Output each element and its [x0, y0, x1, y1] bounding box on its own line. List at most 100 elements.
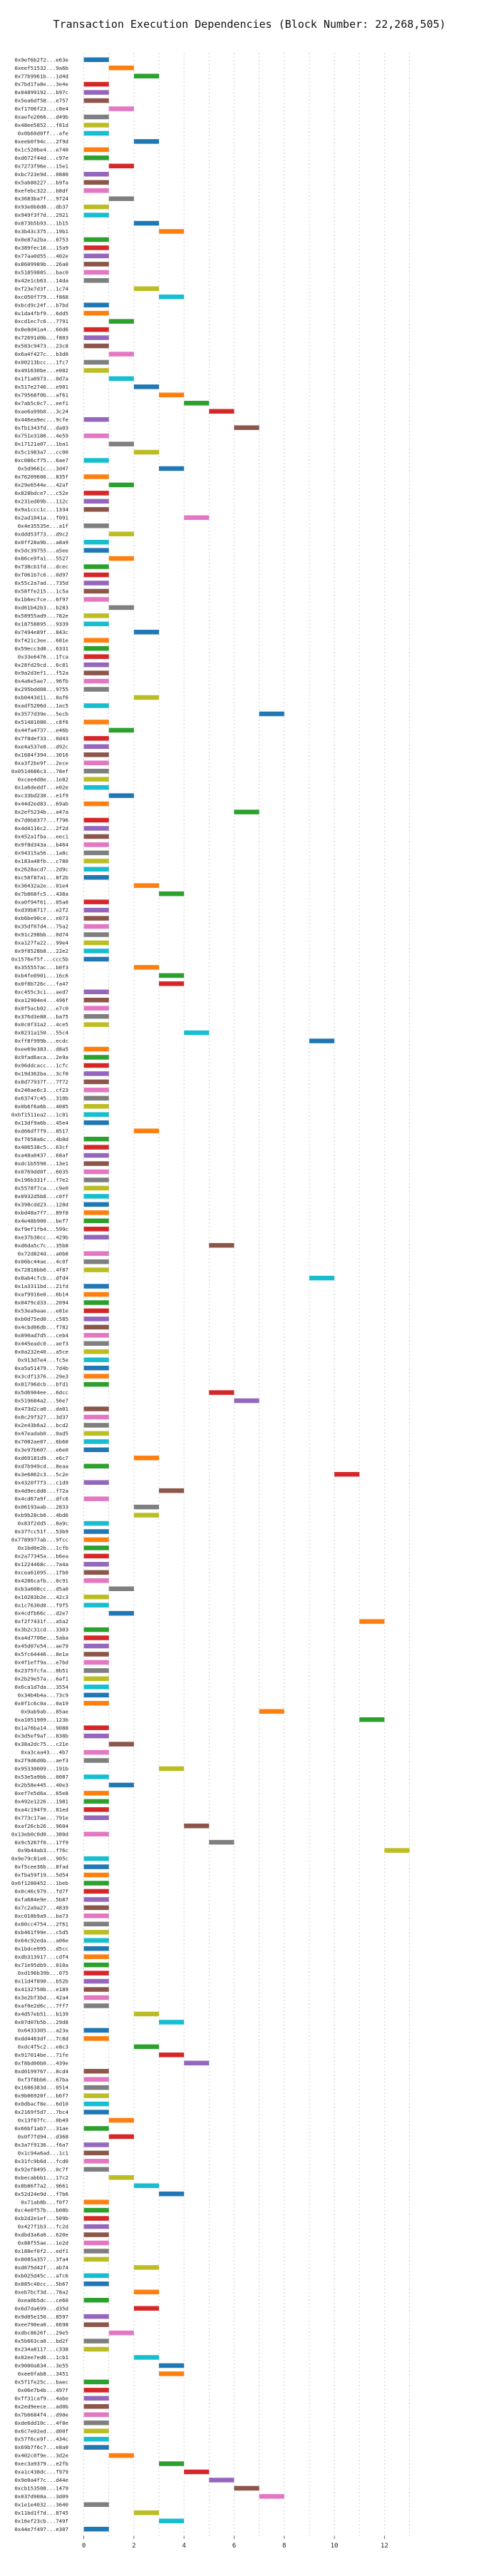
- y-tick-label: 0x4cbd06db...f782: [14, 1324, 68, 1330]
- y-tick-label: 0x69b7f6c7...e8a0: [14, 2444, 68, 2450]
- y-tick-label: 0x5dc39755...a5ee: [14, 547, 68, 553]
- y-tick-label: 0x02ee7ed6...1cb1: [14, 2354, 68, 2361]
- y-tick-label: 0xdbd3a6a0...620e: [14, 2232, 68, 2238]
- y-tick-label: 0x376d3e88...ba75: [14, 1013, 68, 1020]
- task-bar: [83, 597, 109, 602]
- y-tick-label: 0x7b868fc5...438a: [14, 891, 68, 897]
- task-bar: [83, 2068, 109, 2074]
- y-tick-label: 0x4d57eb51...b139: [14, 2011, 68, 2018]
- y-tick-label: 0x3e2bf3bd...42a4: [14, 1995, 68, 2001]
- task-bar: [83, 2167, 109, 2172]
- y-tick-label: 0xb4fe0901...16c6: [14, 972, 68, 978]
- y-tick-label: 0xeb7bcf3d...78a2: [14, 2289, 68, 2295]
- x-tick-label: 6: [232, 2542, 236, 2550]
- task-bar: [133, 630, 160, 635]
- y-tick-label: 0x0c0f31a2...4ce5: [14, 1021, 68, 1028]
- task-bar: [83, 2297, 109, 2303]
- y-tick-label: 0xaf26cb26...9604: [14, 1823, 68, 1829]
- y-tick-label: 0x377cc51f...53b9: [14, 1528, 68, 1535]
- y-tick-label: 0x8231a150...55c4: [14, 1030, 68, 1036]
- y-tick-label: 0x446ea9ec...9cfe: [14, 416, 68, 423]
- y-tick-label: 0x9fad6aca...2e9a: [14, 1054, 68, 1060]
- y-tick-label: 0xbc723e9d...0880: [14, 171, 68, 178]
- task-bar: [133, 2044, 160, 2050]
- y-tick-label: 0x486538c5...63cf: [14, 1144, 68, 1150]
- task-bar: [83, 1357, 109, 1362]
- task-bar: [83, 613, 109, 618]
- task-bar: [83, 262, 109, 267]
- y-tick-label: 0x2375fcfa...0b51: [14, 1667, 68, 1674]
- task-bar: [83, 2126, 109, 2131]
- task-bar: [209, 1390, 235, 1395]
- task-bar: [83, 1807, 109, 1812]
- y-tick-label: 0xbd48a7f7...89f8: [14, 1210, 68, 1216]
- chart-title: Transaction Execution Dependencies (Bloc…: [53, 18, 446, 31]
- y-tick-label: 0x06193aab...2833: [14, 1504, 68, 1511]
- y-tick-label: 0x00213bcc...1fc7: [14, 359, 68, 366]
- y-tick-label: 0x0dbacf8e...6d10: [14, 2101, 68, 2107]
- y-tick-label: 0xeef51532...9a6b: [14, 65, 68, 71]
- task-bar: [83, 270, 109, 275]
- task-bar: [83, 2412, 109, 2418]
- task-bar: [108, 163, 134, 169]
- y-tick-label: 0x13df9a6b...45e4: [14, 1120, 68, 1126]
- y-tick-label: 0x5f1fe25c...baec: [14, 2378, 68, 2385]
- y-tick-label: 0x9c5267f0...17f9: [14, 1839, 68, 1846]
- y-tick-label: 0x0a232e40...a5ce: [14, 1349, 68, 1355]
- y-tick-label: 0x4e35535e...a1f: [18, 523, 68, 529]
- y-tick-label: 0xa3caa43...4b7: [21, 1749, 68, 1756]
- y-tick-label: 0x4d9ecdd0...f72a: [14, 1488, 68, 1494]
- task-bar: [133, 2510, 160, 2515]
- task-bar: [133, 449, 160, 455]
- y-tick-label: 0x95330009...191b: [14, 1766, 68, 1772]
- task-bar: [83, 1553, 109, 1559]
- task-bar: [83, 1520, 109, 1526]
- y-tick-label: 0xc58f87a1...8f2b: [14, 874, 68, 881]
- y-tick-label: 0x2a77345a...b6ea: [14, 1553, 68, 1559]
- task-bar: [133, 1504, 160, 1510]
- y-tick-label: 0x8e8d41a4...60d6: [14, 327, 68, 333]
- y-tick-label: 0x7789977ab...9fcc: [11, 1537, 68, 1543]
- task-bar: [83, 204, 109, 210]
- y-tick-label: 0xbcd9c24f...b7bd: [14, 302, 68, 308]
- y-tick-label: 0x16ef23cb...749f: [14, 2518, 68, 2524]
- y-tick-label: 0x86ce9fa1...5527: [14, 556, 68, 562]
- y-tick-label: 0xb0d75ed0...c585: [14, 1316, 68, 1322]
- task-bar: [108, 1586, 134, 1592]
- y-tick-label: 0xa0f94f61...05a0: [14, 899, 68, 905]
- y-tick-label: 0x38a2dc75...c21e: [14, 1741, 68, 1747]
- y-tick-label: 0xd672f44d...c97e: [14, 155, 68, 161]
- y-tick-label: 0x4320f7f3...c1d9: [14, 1479, 68, 1486]
- y-tick-label: 0x2b58e445...40e3: [14, 1782, 68, 1789]
- task-bar: [83, 2281, 109, 2286]
- task-bar: [108, 441, 134, 446]
- y-tick-label: 0x4e48b900...bef7: [14, 1217, 68, 1224]
- y-tick-label: 0x13eb0c0d0...380d: [11, 1831, 68, 1837]
- task-bar: [159, 229, 185, 234]
- y-tick-label: 0x6f1280452...1beb: [11, 1880, 69, 1886]
- y-tick-label: 0x33e6476...1fca: [18, 653, 68, 660]
- y-tick-label: 0xb9b28cb0...4bd6: [14, 1512, 68, 1518]
- y-tick-label: 0xf8bd00b0...439e: [14, 2060, 68, 2066]
- task-bar: [83, 940, 109, 946]
- task-bar: [83, 1594, 109, 1600]
- y-tick-label: 0xa5a51479...7d4b: [14, 1365, 68, 1371]
- task-bar: [83, 1897, 109, 1902]
- task-bar: [83, 1545, 109, 1550]
- task-bar: [133, 2306, 160, 2311]
- task-bar: [83, 1496, 109, 1501]
- task-bar: [234, 425, 259, 430]
- task-bar: [83, 237, 109, 242]
- y-tick-label: 0xff8f999b...ecdc: [14, 1038, 68, 1044]
- y-tick-label: 0xfba59f19...5d54: [14, 1872, 68, 1879]
- task-bar: [83, 638, 109, 643]
- y-tick-label: 0x8c29f327...3d37: [14, 1414, 68, 1421]
- y-tick-label: 0x1a3311bd...21fd: [14, 1283, 68, 1289]
- task-bar: [83, 1063, 109, 1068]
- y-tick-label: 0x3b43c375...19b1: [14, 228, 68, 235]
- y-tick-label: 0xd7b949cd...8eaa: [14, 1463, 68, 1469]
- task-bar: [133, 965, 160, 970]
- task-bar: [83, 433, 109, 439]
- task-bar: [83, 1202, 109, 1207]
- task-bar: [108, 2134, 134, 2140]
